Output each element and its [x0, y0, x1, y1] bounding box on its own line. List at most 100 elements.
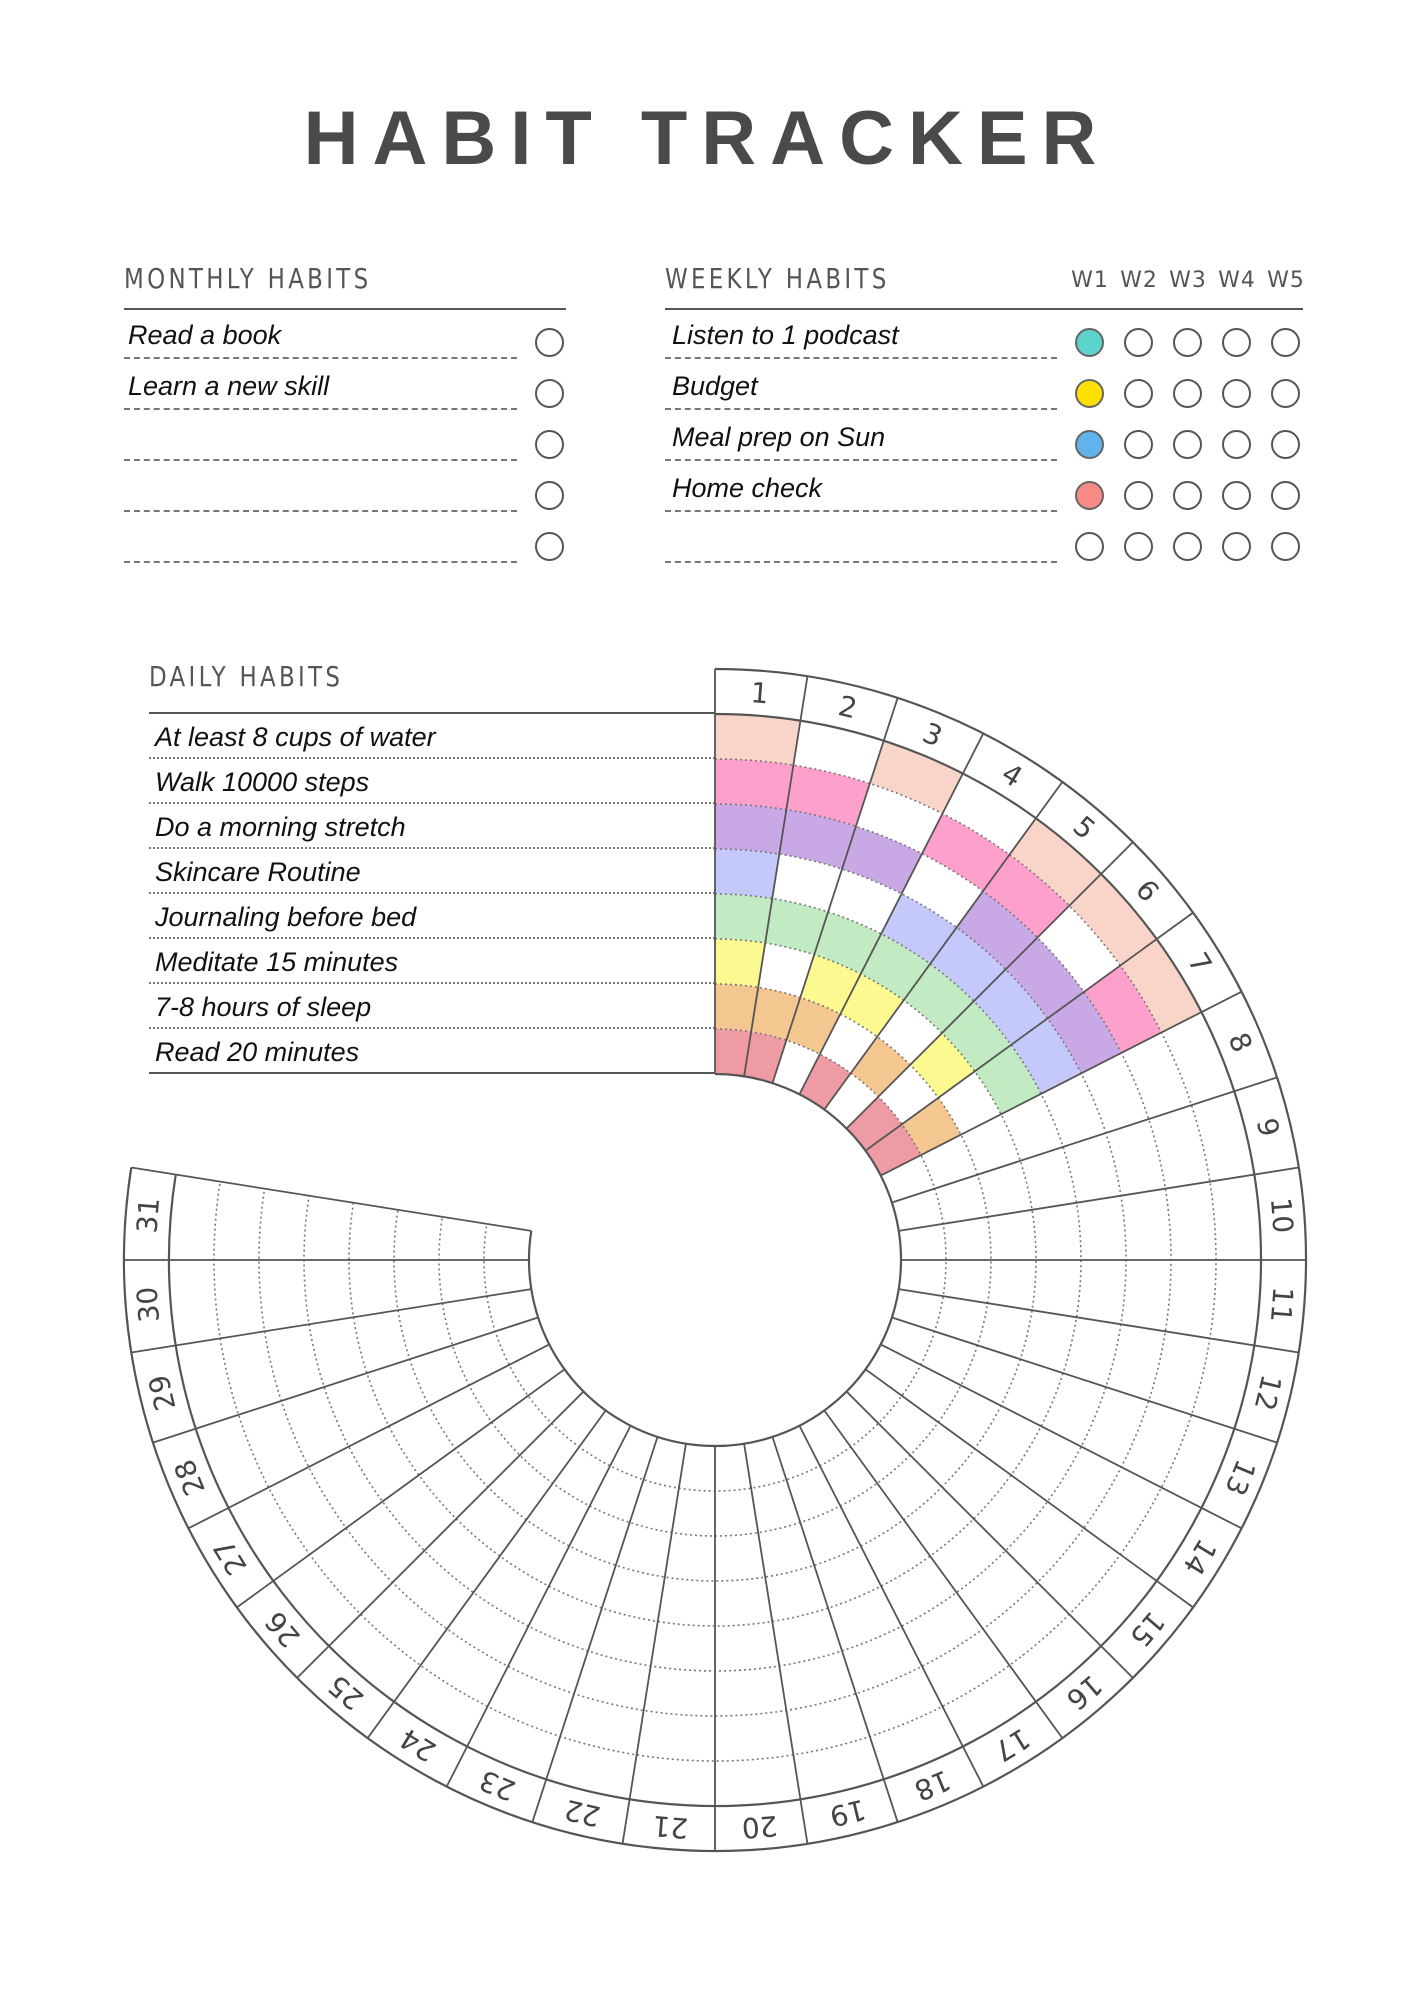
day-habit-cell[interactable] [758, 1522, 815, 1578]
day-habit-cell[interactable] [643, 1665, 715, 1716]
day-habit-cell[interactable] [629, 1479, 679, 1533]
day-habit-cell[interactable] [715, 939, 766, 988]
weekly-habit-label[interactable]: Listen to 1 podcast [672, 320, 899, 350]
day-habit-cell[interactable] [169, 1260, 221, 1346]
day-habit-cell[interactable] [943, 1216, 991, 1260]
weekly-habit-label[interactable]: Budget [672, 371, 758, 401]
day-habit-cell[interactable] [579, 1410, 631, 1466]
day-habit-cell[interactable] [353, 1310, 410, 1374]
day-habit-cell[interactable] [779, 1650, 856, 1711]
day-habit-cell[interactable] [439, 1216, 487, 1260]
day-habit-cell[interactable] [934, 1296, 988, 1346]
day-habit-cell[interactable] [569, 1505, 630, 1566]
day-habit-cell[interactable] [715, 984, 759, 1032]
day-habit-cell[interactable] [824, 1073, 879, 1129]
day-habit-cell[interactable] [1165, 1181, 1216, 1260]
weekly-habit-checkbox[interactable] [1075, 328, 1104, 357]
day-habit-cell[interactable] [922, 813, 1010, 892]
weekly-habit-checkbox[interactable] [1222, 481, 1251, 510]
day-habit-cell[interactable] [1120, 1188, 1171, 1260]
day-habit-cell[interactable] [977, 1160, 1033, 1217]
day-habit-cell[interactable] [715, 1621, 780, 1671]
day-habit-cell[interactable] [715, 1443, 752, 1491]
day-habit-cell[interactable] [860, 933, 931, 1001]
weekly-habit-checkbox[interactable] [1075, 532, 1104, 561]
day-habit-cell[interactable] [941, 1001, 1012, 1072]
daily-habit-label[interactable]: Read 20 minutes [155, 1037, 360, 1067]
day-habit-cell[interactable] [664, 1532, 715, 1581]
day-habit-cell[interactable] [1020, 1146, 1077, 1210]
day-habit-cell[interactable] [1069, 1554, 1157, 1647]
day-habit-cell[interactable] [548, 1546, 616, 1609]
day-habit-cell[interactable] [610, 1425, 658, 1480]
day-habit-cell[interactable] [1020, 1310, 1077, 1374]
day-habit-cell[interactable] [397, 1303, 453, 1360]
day-habit-cell[interactable] [519, 1423, 580, 1484]
day-habit-cell[interactable] [881, 893, 957, 964]
day-habit-cell[interactable] [903, 1486, 974, 1557]
day-habit-cell[interactable] [587, 1608, 658, 1666]
day-habit-cell[interactable] [220, 1331, 282, 1415]
day-habit-cell[interactable] [983, 1582, 1070, 1666]
day-habit-cell[interactable] [1120, 1487, 1202, 1581]
day-habit-cell[interactable] [715, 1754, 801, 1806]
day-habit-cell[interactable] [1081, 1052, 1149, 1133]
day-habit-cell[interactable] [484, 1223, 532, 1260]
day-habit-cell[interactable] [814, 911, 882, 974]
monthly-habit-checkbox[interactable] [535, 328, 564, 357]
day-habit-cell[interactable] [467, 1706, 561, 1780]
day-habit-cell[interactable] [308, 1446, 383, 1529]
day-habit-cell[interactable] [281, 1387, 349, 1468]
day-habit-cell[interactable] [1105, 1324, 1166, 1401]
day-habit-cell[interactable] [309, 1528, 393, 1615]
day-habit-cell[interactable] [1005, 937, 1084, 1019]
weekly-habit-label[interactable]: Meal prep on Sun [672, 422, 886, 452]
day-habit-cell[interactable] [715, 1532, 766, 1581]
day-habit-cell[interactable] [842, 826, 923, 894]
daily-habit-label[interactable]: 7-8 hours of sleep [155, 992, 372, 1022]
day-habit-cell[interactable] [1083, 965, 1162, 1053]
day-habit-cell[interactable] [1011, 1018, 1082, 1094]
day-habit-cell[interactable] [987, 1260, 1036, 1311]
weekly-habit-checkbox[interactable] [1222, 430, 1251, 459]
day-habit-cell[interactable] [901, 1097, 961, 1156]
day-habit-cell[interactable] [259, 1188, 310, 1260]
day-habit-cell[interactable] [715, 1029, 752, 1077]
day-habit-cell[interactable] [392, 1550, 474, 1629]
day-habit-cell[interactable] [901, 1364, 961, 1423]
weekly-habit-checkbox[interactable] [1271, 532, 1300, 561]
day-habit-cell[interactable] [1083, 1467, 1162, 1555]
day-habit-cell[interactable] [629, 1754, 715, 1806]
day-habit-cell[interactable] [772, 1425, 820, 1480]
day-habit-cell[interactable] [349, 1202, 398, 1260]
weekly-habit-checkbox[interactable] [1075, 481, 1104, 510]
day-habit-cell[interactable] [657, 1577, 715, 1626]
day-habit-cell[interactable] [765, 1565, 829, 1622]
day-habit-cell[interactable] [751, 987, 801, 1041]
day-habit-cell[interactable] [765, 898, 829, 955]
day-habit-cell[interactable] [409, 1345, 470, 1406]
day-habit-cell[interactable] [169, 1174, 221, 1260]
daily-habit-label[interactable]: Do a morning stretch [155, 812, 406, 842]
daily-habit-label[interactable]: At least 8 cups of water [155, 722, 436, 752]
day-habit-cell[interactable] [175, 1338, 239, 1429]
day-habit-cell[interactable] [973, 969, 1048, 1045]
day-habit-cell[interactable] [546, 1736, 637, 1800]
day-habit-cell[interactable] [528, 1369, 584, 1424]
day-habit-cell[interactable] [960, 1345, 1021, 1406]
day-habit-cell[interactable] [469, 1364, 529, 1423]
day-habit-cell[interactable] [346, 1501, 425, 1583]
monthly-habit-checkbox[interactable] [535, 481, 564, 510]
day-habit-cell[interactable] [268, 1467, 347, 1555]
day-habit-cell[interactable] [601, 1565, 665, 1622]
day-habit-cell[interactable] [898, 1223, 946, 1260]
day-habit-cell[interactable] [424, 1518, 500, 1593]
day-habit-cell[interactable] [865, 1124, 921, 1176]
day-habit-cell[interactable] [574, 1650, 651, 1711]
day-habit-cell[interactable] [983, 854, 1070, 938]
day-habit-cell[interactable] [930, 927, 1006, 1002]
daily-habit-label[interactable]: Journaling before bed [155, 902, 417, 932]
day-habit-cell[interactable] [942, 773, 1036, 855]
day-habit-cell[interactable] [819, 1446, 878, 1506]
day-habit-cell[interactable] [715, 804, 787, 855]
